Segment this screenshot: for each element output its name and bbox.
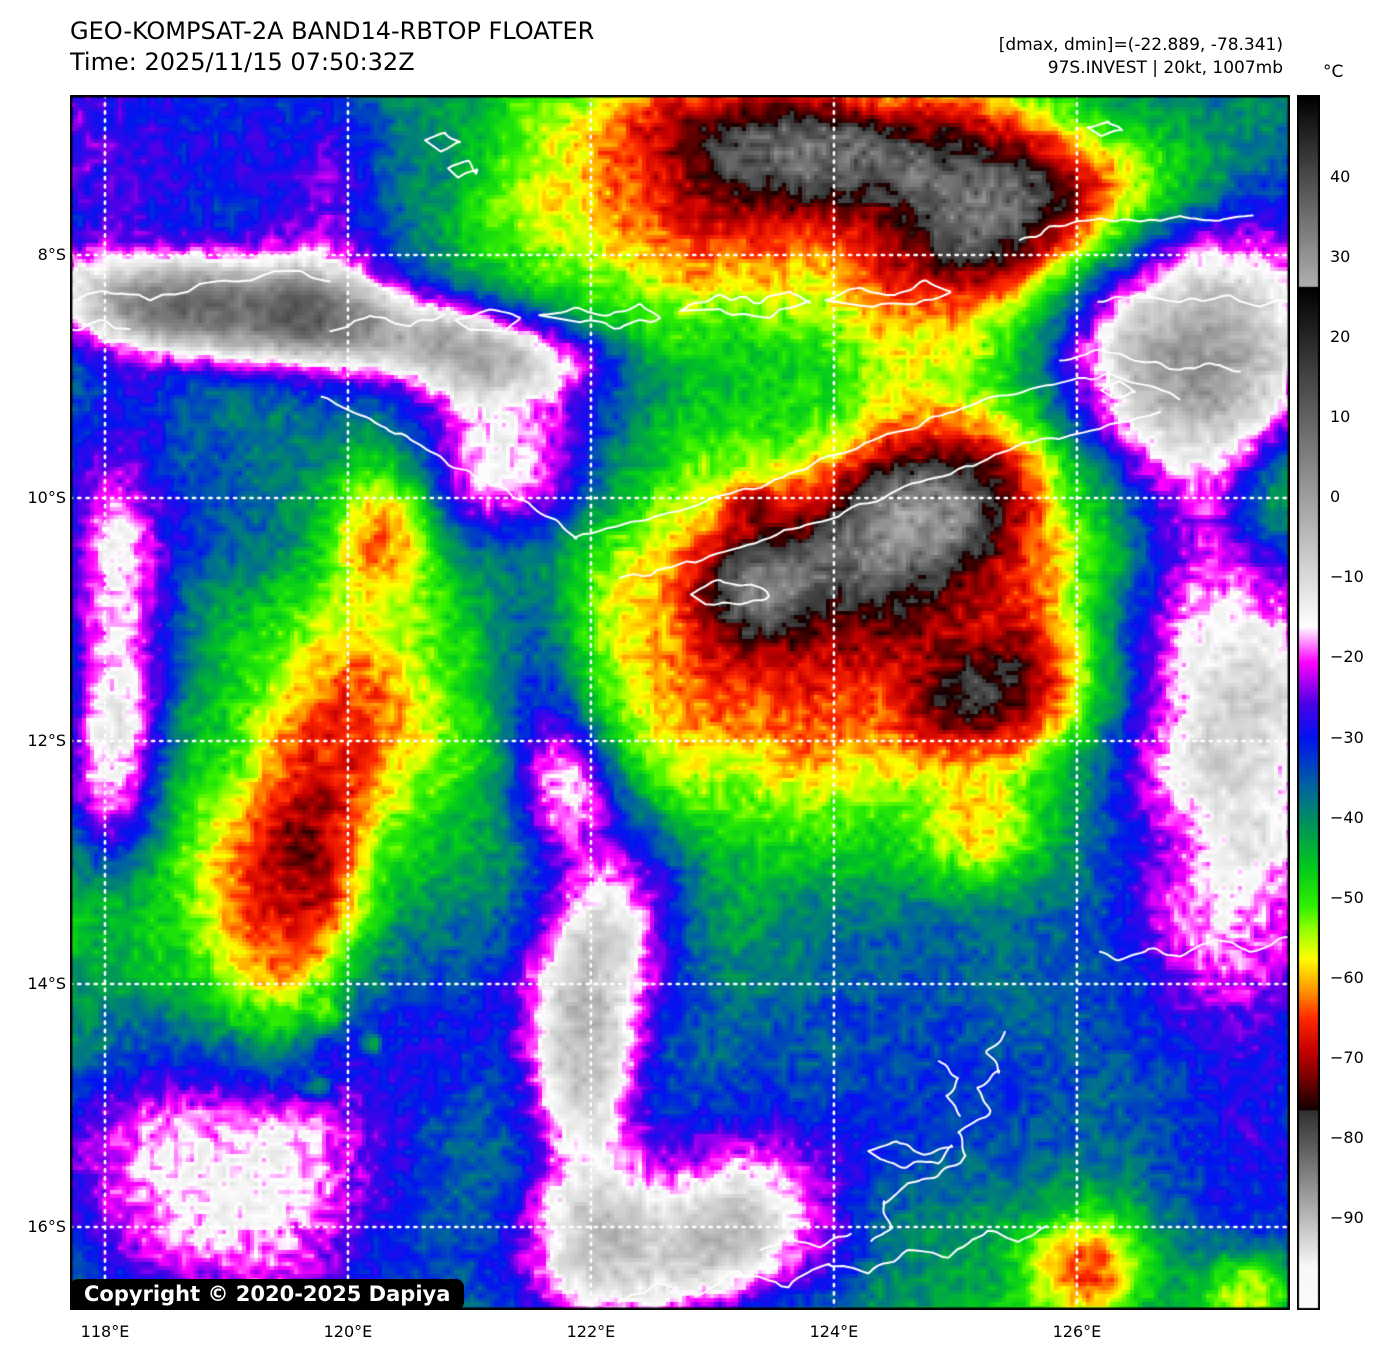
colorbar-canvas	[1297, 95, 1320, 1310]
lat-tick-label: 10°S	[27, 488, 66, 507]
timestamp-label: Time: 2025/11/15 07:50:32Z	[70, 48, 415, 76]
lon-tick-label: 120°E	[323, 1322, 373, 1341]
colorbar-tick-label: −90	[1330, 1207, 1364, 1227]
colorbar-unit-label: °C	[1323, 62, 1344, 82]
colorbar-tick-label: −20	[1330, 647, 1364, 667]
colorbar-tick-label: 0	[1330, 487, 1341, 507]
colorbar-tick-label: −40	[1330, 807, 1364, 827]
storm-info-label: 97S.INVEST | 20kt, 1007mb	[1047, 58, 1283, 78]
lon-tick-label: 126°E	[1052, 1322, 1102, 1341]
page-title: GEO-KOMPSAT-2A BAND14-RBTOP FLOATER	[70, 17, 595, 45]
colorbar-tick-label: 20	[1330, 327, 1351, 347]
lat-tick-label: 12°S	[27, 731, 66, 750]
lon-tick-label: 124°E	[809, 1322, 859, 1341]
lon-tick-label: 122°E	[566, 1322, 616, 1341]
satellite-map-canvas	[70, 95, 1290, 1310]
colorbar-tick-label: −80	[1330, 1127, 1364, 1147]
colorbar-tick-label: −50	[1330, 887, 1364, 907]
colorbar-tick-label: −60	[1330, 967, 1364, 987]
lat-tick-label: 16°S	[27, 1217, 66, 1236]
colorbar-tick-label: −70	[1330, 1047, 1364, 1067]
title-block: GEO-KOMPSAT-2A BAND14-RBTOP FLOATER Time…	[70, 16, 594, 78]
colorbar-tick-label: −30	[1330, 727, 1364, 747]
lat-tick-label: 8°S	[37, 245, 66, 264]
copyright-badge: Copyright © 2020-2025 Dapiya	[70, 1279, 465, 1310]
colorbar-tick-label: 30	[1330, 247, 1351, 267]
lon-tick-label: 118°E	[80, 1322, 130, 1341]
colorbar-tick-label: −10	[1330, 567, 1364, 587]
colorbar-tick-label: 40	[1330, 167, 1351, 187]
dmax-dmin-label: [dmax, dmin]=(-22.889, -78.341)	[998, 35, 1283, 55]
colorbar-tick-label: 10	[1330, 407, 1351, 427]
lat-tick-label: 14°S	[27, 974, 66, 993]
annotation-block: [dmax, dmin]=(-22.889, -78.341) 97S.INVE…	[999, 34, 1283, 80]
